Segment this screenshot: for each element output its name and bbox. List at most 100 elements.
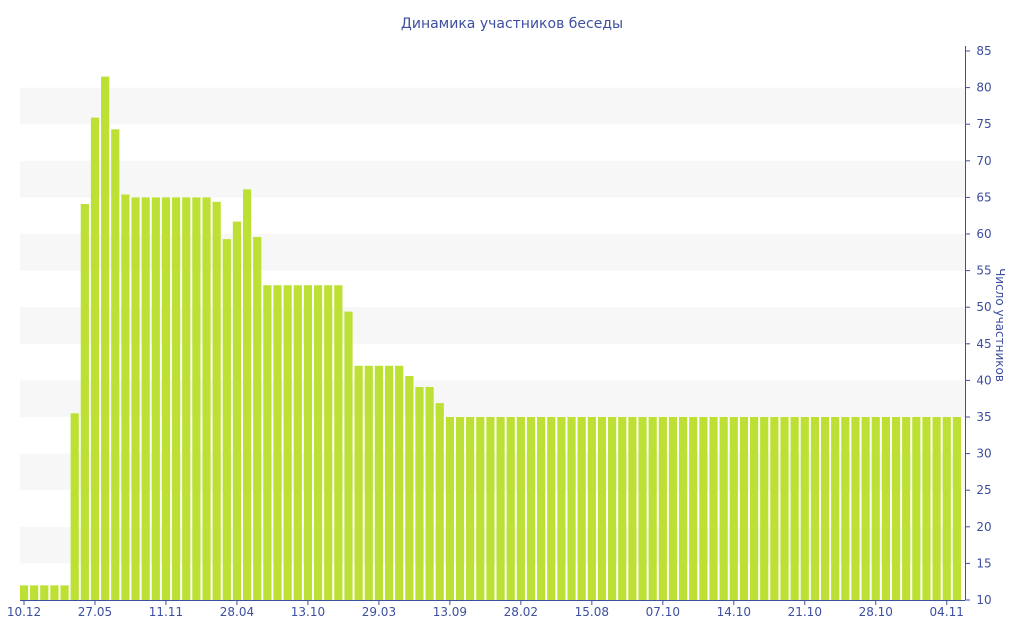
bar	[871, 417, 880, 600]
bar	[121, 194, 130, 601]
bar	[303, 285, 313, 600]
y-tick-label: 50	[976, 300, 991, 314]
bar	[50, 585, 59, 600]
x-tick-label: 13.09	[433, 605, 467, 619]
bars	[19, 76, 961, 601]
bar	[841, 417, 850, 600]
bar	[425, 386, 434, 600]
bar	[526, 417, 536, 600]
bar	[395, 365, 404, 600]
bar	[709, 417, 718, 600]
x-tick-label: 15.08	[575, 605, 609, 619]
grid-band	[20, 380, 965, 417]
bar	[70, 413, 79, 600]
grid-band	[20, 307, 965, 344]
bar	[476, 417, 485, 600]
bar	[506, 417, 515, 600]
x-tick-label: 04.11	[930, 605, 964, 619]
bar	[891, 417, 901, 600]
y-tick-label: 45	[976, 337, 991, 351]
x-tick-label: 21.10	[788, 605, 822, 619]
y-tick-label: 40	[976, 373, 991, 387]
bar	[111, 129, 120, 600]
bar	[800, 417, 809, 600]
bar	[364, 365, 373, 600]
bar	[861, 417, 870, 600]
bar	[618, 417, 627, 600]
bar	[445, 417, 454, 600]
bar	[151, 197, 160, 600]
y-tick-label: 60	[976, 227, 991, 241]
bar	[729, 417, 738, 600]
grid-band	[20, 160, 965, 198]
bar	[101, 76, 110, 601]
bar	[770, 417, 779, 600]
bar	[648, 417, 657, 600]
x-tick-label: 27.05	[78, 605, 112, 619]
bar	[942, 417, 951, 600]
bar	[354, 365, 363, 600]
bar	[567, 417, 576, 600]
y-tick-label: 10	[976, 593, 991, 607]
bar	[232, 221, 242, 600]
bar	[90, 117, 100, 600]
bar	[790, 417, 799, 600]
bar	[161, 197, 171, 600]
bar	[851, 417, 860, 600]
y-tick-label: 55	[976, 264, 991, 278]
y-tick-label: 75	[976, 117, 991, 131]
bar	[902, 417, 911, 600]
bar	[486, 417, 495, 600]
y-tick-label: 30	[976, 447, 991, 461]
bar	[344, 311, 353, 600]
bar	[435, 403, 444, 600]
bar	[810, 417, 820, 600]
x-tick-label: 10.12	[7, 605, 41, 619]
bar	[172, 197, 181, 600]
bar	[881, 417, 890, 600]
bar	[689, 417, 698, 600]
bar	[516, 417, 525, 600]
bar	[222, 239, 231, 600]
bar	[80, 203, 89, 600]
bar	[455, 417, 465, 600]
bar	[760, 417, 769, 600]
bar	[820, 417, 830, 600]
y-axis-label: Число участников	[993, 268, 1007, 382]
bar	[537, 417, 546, 600]
bar	[293, 285, 302, 600]
bar	[131, 197, 140, 600]
x-tick-label: 07.10	[646, 605, 680, 619]
bar	[831, 417, 840, 600]
axes: 10.12 27.05 11.11 28.04 13.10 29.03 13.09 28.02…	[7, 44, 992, 619]
bar	[547, 417, 556, 600]
x-tick-label: 28.10	[859, 605, 893, 619]
bar	[19, 585, 29, 600]
bar	[273, 285, 282, 600]
bar	[202, 197, 211, 600]
grid-band	[20, 234, 965, 271]
x-tick-label: 14.10	[717, 605, 751, 619]
y-tick-label: 20	[976, 520, 991, 534]
y-tick-label: 85	[976, 44, 991, 58]
bar	[313, 285, 323, 600]
bar	[577, 417, 586, 600]
y-tick-label: 25	[976, 483, 991, 497]
x-tick-label: 13.10	[291, 605, 325, 619]
bar	[60, 585, 69, 600]
bar	[242, 189, 252, 600]
x-tick-label: 28.02	[504, 605, 538, 619]
bar	[557, 417, 566, 600]
bar	[374, 365, 383, 600]
bar	[749, 417, 759, 600]
y-tick-label: 80	[976, 81, 991, 95]
y-tick-label: 65	[976, 190, 991, 204]
bar	[212, 201, 221, 601]
bar	[384, 365, 394, 600]
bar	[597, 417, 607, 600]
bar	[587, 417, 596, 600]
bar	[668, 417, 678, 600]
y-tick-label: 70	[976, 154, 991, 168]
bar	[324, 285, 333, 600]
